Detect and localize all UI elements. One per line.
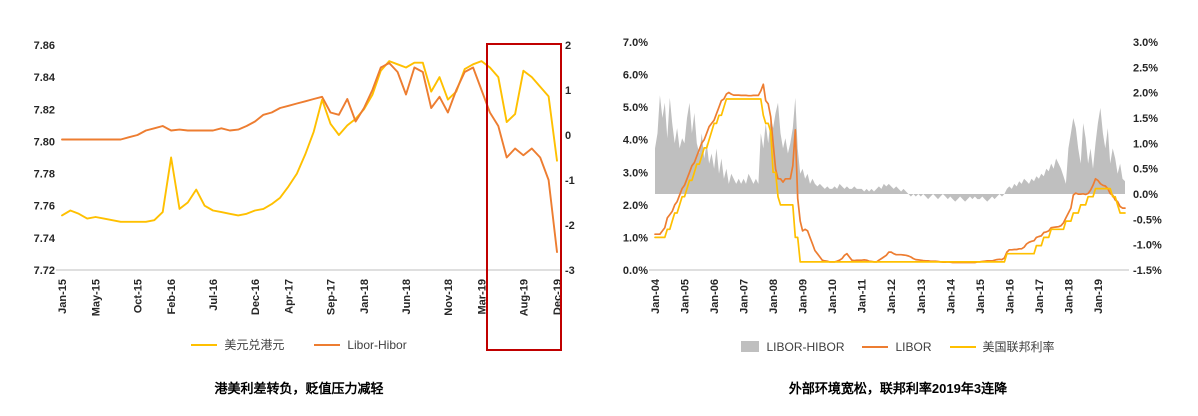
x-axis-tick-label: Jan-17 (1034, 279, 1046, 314)
right-axis-tick-label: -1.0% (1133, 240, 1162, 252)
x-axis-tick-label: May-15 (91, 279, 103, 316)
legend-label-fed-funds: 美国联邦利率 (982, 340, 1055, 354)
right-axis-tick-label: 2.5% (1133, 62, 1158, 74)
libor-line-swatch-icon (862, 345, 889, 348)
usd-hkd-chart-caption: 港美利差转负，贬值压力减轻 (214, 381, 384, 396)
left-axis-tick-label: 3.0% (623, 167, 648, 179)
left-axis-tick-label: 7.0% (623, 37, 648, 49)
legend-item-usd-hkd: 美元兑港元 (191, 336, 284, 353)
right-axis-tick-label: 0.5% (1133, 164, 1158, 176)
series-line-libor (654, 83, 1126, 264)
x-axis-tick-label: Jan-12 (886, 279, 898, 314)
left-axis-tick-label: 5.0% (623, 102, 648, 114)
legend-item-libor-hibor: Libor-Hibor (314, 337, 407, 352)
left-axis-tick-label: 4.0% (623, 135, 648, 147)
usd-hkd-legend: 美元兑港元 Libor-Hibor (0, 336, 598, 353)
fed-funds-line-swatch-icon (949, 345, 976, 348)
x-axis-tick-label: Jan-05 (680, 279, 692, 314)
series-line-libor-hibor (61, 62, 558, 253)
left-axis-tick-label: 7.82 (34, 104, 55, 116)
rates-chart-caption: 外部环境宽松，联邦利率2019年3连降 (788, 381, 1008, 396)
right-axis-tick-label: -1.5% (1133, 265, 1162, 277)
libor-hibor-area-swatch-icon (741, 341, 760, 352)
x-axis-tick-label: Dec-16 (250, 279, 262, 315)
x-axis-tick-label: Jan-15 (57, 279, 69, 314)
x-axis-tick-label: Jan-18 (359, 279, 371, 314)
x-axis-tick-label: Oct-15 (133, 279, 145, 313)
left-axis-tick-label: 7.76 (34, 201, 55, 213)
series-line-fed-funds (654, 98, 1126, 263)
x-axis-tick-label: Jul-16 (208, 279, 220, 311)
series-area-libor-hibor-spread (655, 95, 1125, 202)
usd-hkd-chart-plot: 7.86 7.84 7.82 7.80 7.78 7.76 7.74 7.72 2 1 0 -1 -2 -… (34, 40, 575, 316)
x-axis-tick-label: Jan-08 (768, 279, 780, 314)
x-axis-tick-label: Sep-17 (325, 279, 337, 315)
legend-label-libor-hibor: Libor-Hibor (347, 337, 407, 352)
x-axis-tick-label: Dec-19 (552, 279, 564, 315)
x-axis-tick-label: Jan-07 (739, 279, 751, 314)
legend-label-usd-hkd: 美元兑港元 (224, 338, 285, 352)
x-axis-tick-label: Jun-18 (401, 279, 413, 314)
x-axis-tick-label: Jan-18 (1063, 279, 1075, 314)
left-axis-tick-label: 7.86 (34, 40, 55, 52)
x-axis-tick-label: Jan-14 (945, 278, 957, 314)
left-axis-tick-label: 7.72 (34, 265, 55, 277)
libor-hibor-line-swatch-icon (314, 343, 341, 346)
x-axis-tick-label: Jan-19 (1093, 279, 1105, 314)
right-axis-tick-label: 2 (565, 40, 571, 52)
left-axis-tick-label: 7.78 (34, 169, 55, 181)
left-axis-tick-label: 1.0% (623, 232, 648, 244)
left-axis-tick-label: 0.0% (623, 265, 648, 277)
right-axis-tick-label: 1.5% (1133, 113, 1158, 125)
x-axis-tick-label: Feb-16 (166, 279, 178, 314)
x-axis-tick-label: Jan-11 (857, 279, 869, 313)
x-axis-tick-label: Jan-10 (827, 279, 839, 314)
right-axis-tick-label: -2 (565, 220, 575, 232)
right-axis-tick-label: 0.0% (1133, 189, 1158, 201)
x-axis-tick-label: Jan-15 (975, 279, 987, 314)
right-axis-tick-label: 0 (565, 130, 571, 142)
series-line-usd-hkd (61, 60, 558, 223)
legend-item-libor-hibor-spread: LIBOR-HIBOR (741, 340, 844, 354)
left-axis-tick-label: 7.84 (34, 72, 56, 84)
x-axis-tick-label: Mar-19 (476, 279, 488, 314)
left-axis-tick-label: 6.0% (623, 70, 648, 82)
figure-rates: 7.0% 6.0% 5.0% 4.0% 3.0% 2.0% 1.0% 0.0% 3.0% 2.5%… (598, 0, 1198, 416)
left-axis-tick-label: 7.80 (34, 136, 55, 148)
x-axis-tick-label: Nov-18 (443, 279, 455, 316)
x-axis-tick-label: Jan-09 (798, 279, 810, 314)
x-axis-tick-label: Jan-06 (709, 279, 721, 314)
right-axis-tick-label: -1 (565, 175, 575, 187)
legend-label-libor: LIBOR (895, 339, 932, 354)
right-axis-tick-label: -3 (565, 265, 575, 277)
legend-item-libor: LIBOR (862, 339, 932, 354)
x-axis-tick-label: Aug-19 (518, 279, 530, 316)
right-axis-tick-label: 1 (565, 85, 571, 97)
x-axis-tick-label: Jan-16 (1004, 279, 1016, 314)
legend-item-fed-funds: 美国联邦利率 (949, 338, 1055, 355)
right-axis-tick-label: -0.5% (1133, 214, 1162, 226)
x-axis-tick-label: Jan-13 (916, 279, 928, 314)
usd-hkd-line-swatch-icon (191, 343, 218, 346)
x-axis-tick-label: Jan-04 (650, 278, 662, 314)
x-axis-tick-label: Apr-17 (284, 279, 296, 314)
left-axis-tick-label: 7.74 (34, 233, 56, 245)
left-axis-tick-label: 2.0% (623, 200, 648, 212)
rates-legend: LIBOR-HIBOR LIBOR 美国联邦利率 (598, 338, 1198, 355)
rates-chart-plot: 7.0% 6.0% 5.0% 4.0% 3.0% 2.0% 1.0% 0.0% 3.0% 2.5%… (623, 37, 1162, 314)
figure-usd-hkd: 7.86 7.84 7.82 7.80 7.78 7.76 7.74 7.72 2 1 0 -1 -2 -… (0, 0, 598, 416)
legend-label-libor-hibor-spread: LIBOR-HIBOR (766, 339, 845, 354)
right-axis-tick-label: 3.0% (1133, 37, 1158, 49)
right-axis-tick-label: 1.0% (1133, 138, 1158, 150)
right-axis-tick-label: 2.0% (1133, 88, 1158, 100)
